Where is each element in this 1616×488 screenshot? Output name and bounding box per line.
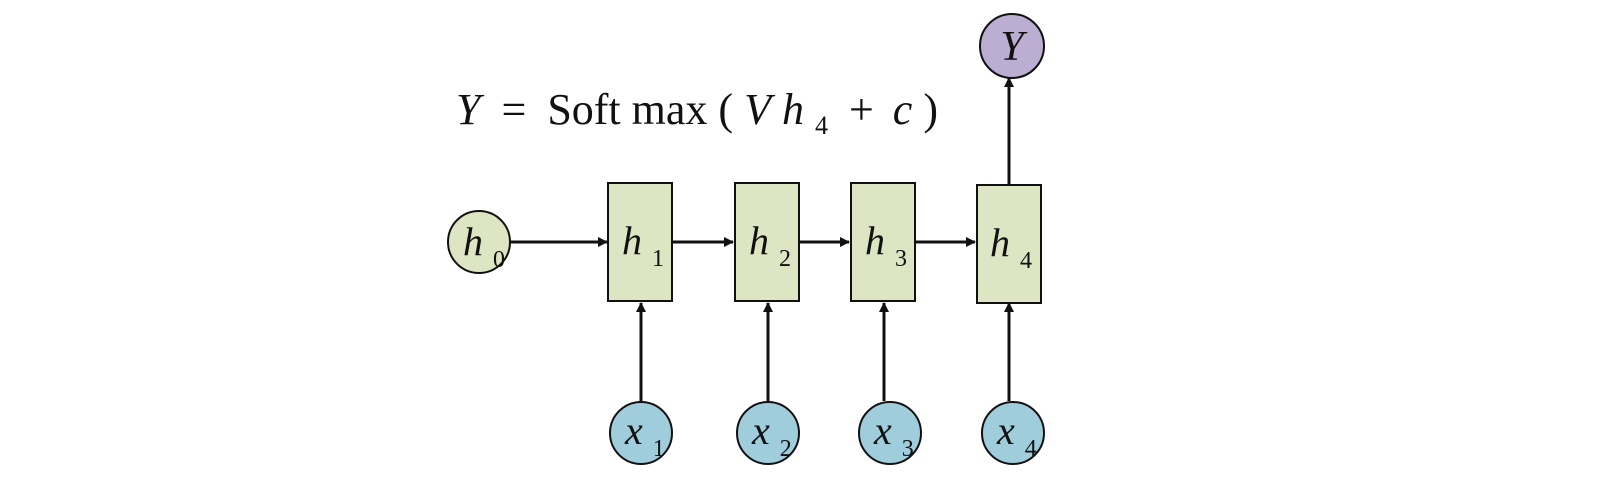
formula-open-paren: ( <box>718 85 733 134</box>
hidden-state-label: h 2 <box>749 218 791 272</box>
output-node: Y <box>979 13 1045 79</box>
input-circle <box>981 401 1045 465</box>
output-label: Y <box>1000 24 1028 70</box>
hidden-state-box <box>734 182 800 302</box>
input-letter: x <box>873 408 892 453</box>
hidden-state-box <box>976 184 1042 304</box>
softmax-formula: Y = Soft max ( V h 4 + c ) <box>456 85 938 144</box>
formula-var-v: V <box>744 85 776 134</box>
input-label: x 2 <box>751 408 792 462</box>
initial-state-circle <box>447 210 511 274</box>
output-circle <box>979 13 1045 79</box>
hidden-state-1: h 1 <box>607 182 673 302</box>
hidden-state-label: h 4 <box>990 220 1032 274</box>
initial-state-letter: h <box>463 219 483 264</box>
input-node-4: x 4 <box>981 401 1045 465</box>
hidden-state-label: h 3 <box>865 218 907 272</box>
hidden-state-letter: h <box>865 218 885 263</box>
input-node-3: x 3 <box>858 401 922 465</box>
hidden-state-subscript: 2 <box>779 246 791 272</box>
input-subscript: 3 <box>902 436 914 462</box>
hidden-state-letter: h <box>990 220 1010 265</box>
input-circle <box>609 401 673 465</box>
input-subscript: 2 <box>780 436 792 462</box>
initial-state-node: h 0 <box>447 210 511 274</box>
hidden-state-box <box>607 182 673 302</box>
input-circle <box>736 401 800 465</box>
formula-var-h-subscript: 4 <box>815 111 828 140</box>
formula-equals: = <box>501 85 526 134</box>
hidden-state-box <box>850 182 916 302</box>
formula-function: Soft max <box>547 85 707 134</box>
input-circle <box>858 401 922 465</box>
input-node-2: x 2 <box>736 401 800 465</box>
hidden-state-subscript: 1 <box>652 246 664 272</box>
input-label: x 4 <box>996 408 1037 462</box>
initial-state-subscript: 0 <box>493 247 505 273</box>
formula-lhs: Y <box>456 85 485 134</box>
input-letter: x <box>751 408 770 453</box>
hidden-state-letter: h <box>749 218 769 263</box>
hidden-state-letter: h <box>622 218 642 263</box>
hidden-state-subscript: 3 <box>895 246 907 272</box>
input-subscript: 4 <box>1025 436 1037 462</box>
initial-state-label: h 0 <box>463 219 505 273</box>
input-subscript: 1 <box>653 436 665 462</box>
input-letter: x <box>624 408 643 453</box>
hidden-state-label: h 1 <box>622 218 664 272</box>
input-letter: x <box>996 408 1015 453</box>
hidden-state-4: h 4 <box>976 184 1042 304</box>
formula-close-paren: ) <box>923 85 938 134</box>
formula-var-c: c <box>893 85 913 134</box>
input-label: x 3 <box>873 408 914 462</box>
hidden-state-3: h 3 <box>850 182 916 302</box>
hidden-state-2: h 2 <box>734 182 800 302</box>
input-node-1: x 1 <box>609 401 673 465</box>
formula-plus: + <box>849 85 874 134</box>
input-label: x 1 <box>624 408 665 462</box>
formula-var-h: h <box>782 85 804 134</box>
hidden-state-subscript: 4 <box>1020 248 1032 274</box>
